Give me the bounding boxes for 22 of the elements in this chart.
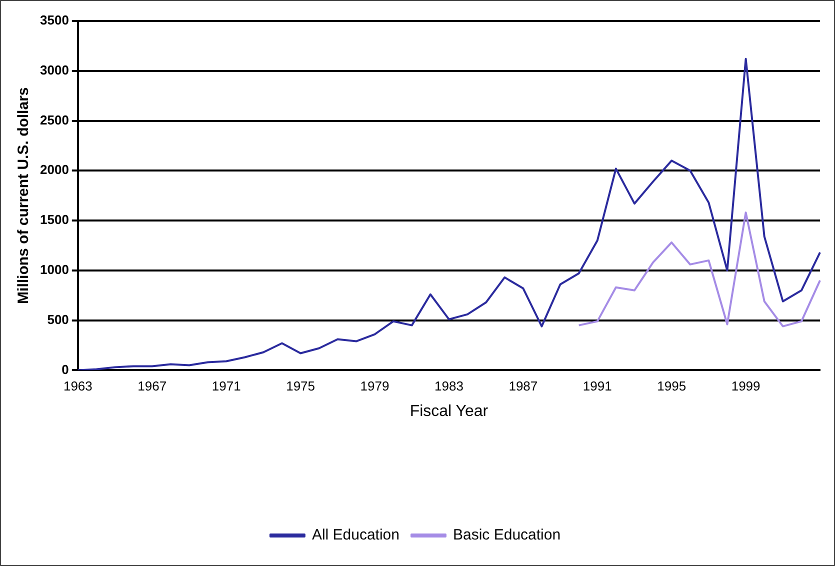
legend-label: Basic Education	[452, 526, 561, 544]
x-tick-label: 1995	[657, 378, 686, 394]
y-tick-label: 3500	[40, 12, 69, 28]
x-tick-label: 1971	[212, 378, 241, 394]
y-tick-label: 500	[47, 312, 69, 327]
x-tick-label: 1975	[286, 378, 316, 394]
y-tick-label: 0	[62, 362, 69, 377]
x-tick-label: 1991	[582, 378, 612, 394]
x-tick-label: 1999	[731, 378, 760, 394]
y-tick-label: 1500	[40, 212, 69, 228]
x-axis-title: Fiscal Year	[410, 402, 489, 420]
y-tick-label: 2500	[40, 112, 69, 128]
x-tick-label: 1987	[508, 378, 538, 394]
legend-label: All Education	[312, 526, 400, 544]
x-tick-label: 1983	[434, 378, 464, 394]
y-tick-label: 1000	[40, 262, 69, 278]
x-tick-label: 1967	[138, 378, 167, 394]
x-tick-label: 1963	[63, 378, 92, 394]
y-tick-label: 2000	[40, 162, 69, 178]
y-axis-title: Millions of current U.S. dollars	[15, 87, 32, 304]
x-tick-label: 1979	[360, 378, 390, 394]
y-tick-label: 3000	[40, 62, 69, 78]
